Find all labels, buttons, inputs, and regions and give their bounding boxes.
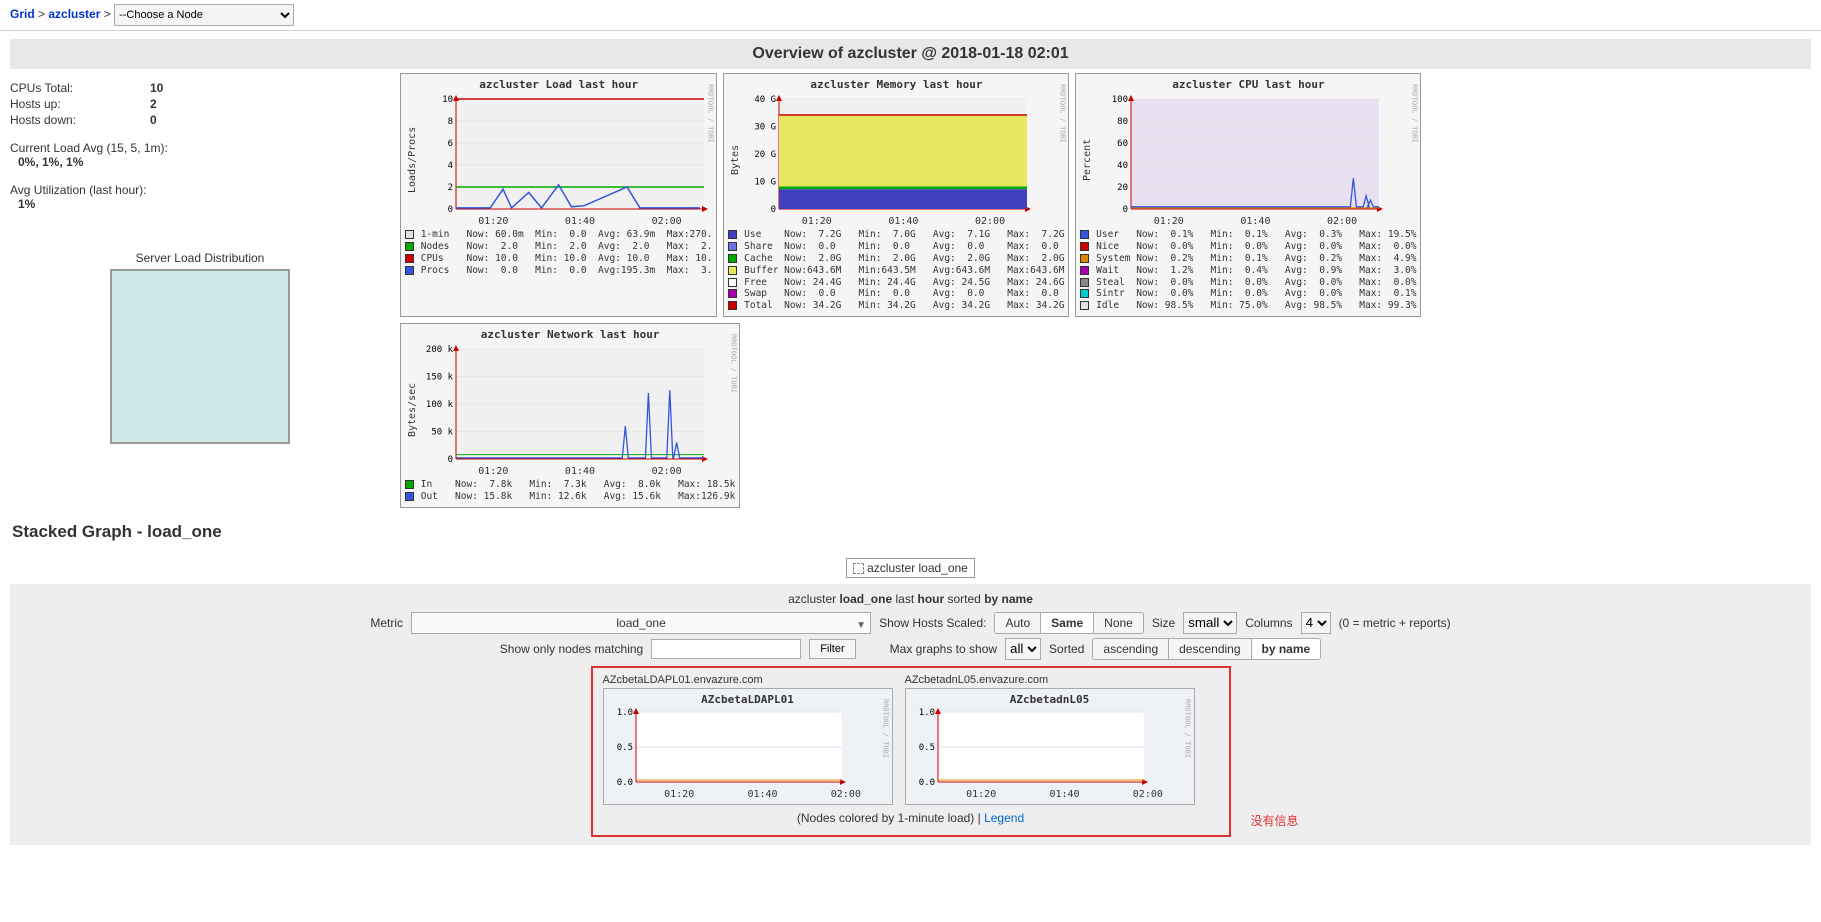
sort-asc[interactable]: ascending [1093, 639, 1169, 659]
breadcrumb: Grid > azcluster > --Choose a Node [0, 0, 1821, 31]
hosts-up-label: Hosts up: [10, 97, 150, 111]
stacked-badge[interactable]: azcluster load_one [846, 558, 975, 578]
legend-link[interactable]: Legend [984, 811, 1024, 825]
svg-text:1.0: 1.0 [616, 708, 632, 718]
svg-text:10: 10 [442, 95, 453, 105]
breadcrumb-cluster[interactable]: azcluster [48, 7, 100, 21]
util-label: Avg Utilization (last hour): [10, 183, 390, 197]
cpus-total-label: CPUs Total: [10, 81, 150, 95]
stacked-header: Stacked Graph - load_one [0, 512, 1821, 552]
chart-memory[interactable]: azcluster Memory last hourBytes010 G20 G… [723, 73, 1069, 317]
sort-desc[interactable]: descending [1169, 639, 1251, 659]
svg-text:6: 6 [448, 139, 453, 149]
svg-text:10 G: 10 G [755, 178, 777, 188]
breadcrumb-grid[interactable]: Grid [10, 7, 35, 21]
svg-text:100: 100 [1112, 95, 1128, 105]
cols-hint: (0 = metric + reports) [1339, 616, 1451, 630]
svg-text:1.0: 1.0 [918, 708, 934, 718]
sidebar: CPUs Total:10 Hosts up:2 Hosts down:0 Cu… [10, 73, 390, 508]
sld-box [110, 269, 290, 444]
chart-load[interactable]: azcluster Load last hourLoads/Procs02468… [400, 73, 717, 317]
svg-text:150 k: 150 k [426, 373, 454, 383]
svg-text:30 G: 30 G [755, 123, 777, 133]
node1-chart[interactable]: AZcbetaLDAPL010.00.51.001:2001:4002:00RR… [603, 688, 893, 805]
svg-text:0.5: 0.5 [918, 743, 934, 753]
util-value: 1% [10, 197, 390, 211]
scaled-group: Auto Same None [994, 612, 1143, 634]
sld-title: Server Load Distribution [10, 251, 390, 265]
metric-label: Metric [370, 616, 403, 630]
svg-text:80: 80 [1118, 117, 1129, 127]
svg-text:0: 0 [771, 205, 776, 213]
svg-text:50 k: 50 k [431, 428, 453, 438]
svg-text:0.5: 0.5 [616, 743, 632, 753]
node-select[interactable]: --Choose a Node [114, 4, 294, 26]
cols-label: Columns [1245, 616, 1292, 630]
chart-cpu[interactable]: azcluster CPU last hourPercent0204060801… [1075, 73, 1421, 317]
svg-text:0: 0 [448, 455, 453, 463]
node2-host[interactable]: AZcbetadnL05.envazure.com [905, 674, 1195, 686]
load-avg-label: Current Load Avg (15, 5, 1m): [10, 141, 390, 155]
load-avg-value: 0%, 1%, 1% [10, 155, 390, 169]
max-label: Max graphs to show [890, 642, 997, 656]
cols-select[interactable]: 4 [1301, 612, 1331, 634]
hosts-down-value: 0 [150, 113, 157, 127]
scaled-none[interactable]: None [1094, 613, 1143, 633]
svg-text:8: 8 [448, 117, 453, 127]
scaled-same[interactable]: Same [1041, 613, 1094, 633]
filter-input[interactable] [651, 639, 801, 659]
svg-text:20: 20 [1118, 183, 1129, 193]
hosts-down-label: Hosts down: [10, 113, 150, 127]
svg-text:40: 40 [1118, 161, 1129, 171]
filter-button[interactable]: Filter [809, 639, 855, 659]
nodes-frame: AZcbetaLDAPL01.envazure.com AZcbetaLDAPL… [591, 666, 1231, 837]
svg-text:20 G: 20 G [755, 150, 777, 160]
cpus-total-value: 10 [150, 81, 163, 95]
svg-text:100 k: 100 k [426, 400, 454, 410]
svg-text:60: 60 [1118, 139, 1129, 149]
svg-text:4: 4 [448, 161, 453, 171]
metric-select[interactable]: load_one▼ [411, 612, 871, 634]
filter-label: Show only nodes matching [500, 642, 643, 656]
sorted-label: Sorted [1049, 642, 1084, 656]
chart-network[interactable]: azcluster Network last hourBytes/sec050 … [400, 323, 740, 508]
chevron-down-icon: ▼ [856, 616, 866, 636]
svg-text:40 G: 40 G [755, 95, 777, 105]
sort-line: azcluster load_one last hour sorted by n… [20, 592, 1801, 606]
sort-byname[interactable]: by name [1252, 639, 1321, 659]
svg-text:0.0: 0.0 [616, 778, 632, 786]
nodes-footer: (Nodes colored by 1-minute load) | Legen… [603, 811, 1219, 825]
main: CPUs Total:10 Hosts up:2 Hosts down:0 Cu… [0, 69, 1821, 512]
stacked-link: azcluster load_one [0, 558, 1821, 578]
controls-band: azcluster load_one last hour sorted by n… [10, 584, 1811, 845]
svg-text:0: 0 [448, 205, 453, 213]
size-select[interactable]: small [1183, 612, 1237, 634]
svg-text:0: 0 [1123, 205, 1128, 213]
node1-host[interactable]: AZcbetaLDAPL01.envazure.com [603, 674, 893, 686]
svg-text:0.0: 0.0 [918, 778, 934, 786]
node2-chart[interactable]: AZcbetadnL050.00.51.001:2001:4002:00RRDT… [905, 688, 1195, 805]
scaled-auto[interactable]: Auto [995, 613, 1041, 633]
svg-text:2: 2 [448, 183, 453, 193]
max-select[interactable]: all [1005, 638, 1041, 660]
image-icon [853, 563, 864, 574]
hosts-up-value: 2 [150, 97, 157, 111]
red-note: 没有信息 [1250, 812, 1298, 829]
page-title: Overview of azcluster @ 2018-01-18 02:01 [10, 39, 1811, 69]
scaled-label: Show Hosts Scaled: [879, 616, 986, 630]
svg-text:200 k: 200 k [426, 345, 454, 355]
charts: azcluster Load last hourLoads/Procs02468… [400, 73, 1811, 508]
size-label: Size [1152, 616, 1175, 630]
